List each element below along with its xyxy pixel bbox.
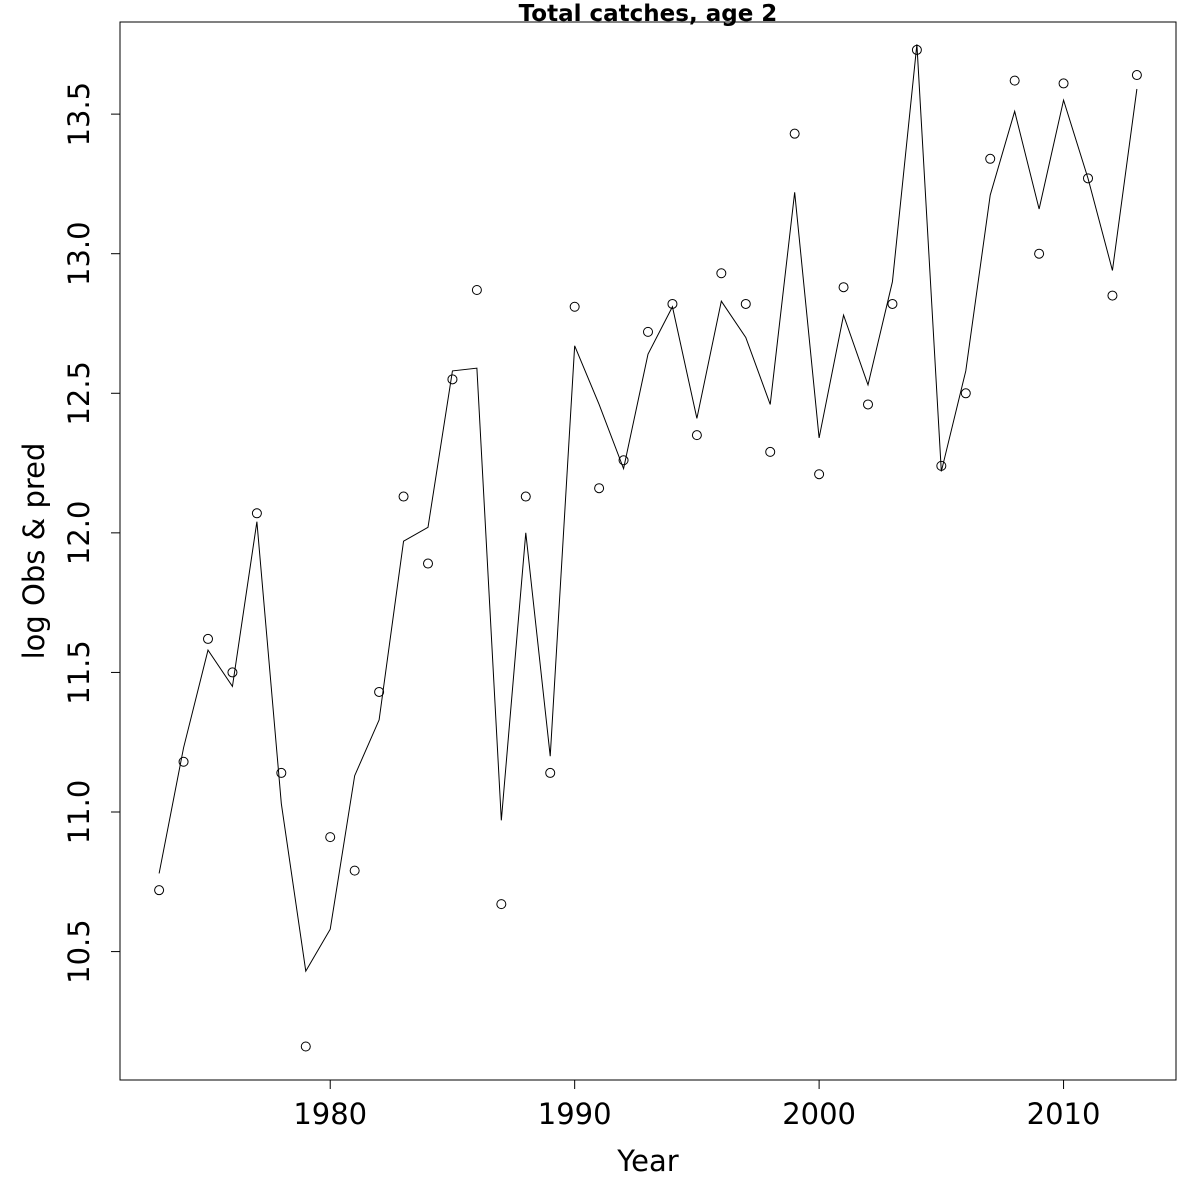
y-tick-label: 12.5 [62, 361, 96, 426]
observed-point [154, 885, 165, 896]
observed-point [863, 399, 873, 410]
observed-point [423, 558, 433, 569]
observed-point [227, 667, 238, 678]
x-tick-label: 1980 [293, 1097, 367, 1131]
x-tick-label: 1990 [538, 1097, 612, 1131]
predicted-series-line [158, 44, 1138, 973]
observed-point [349, 865, 360, 876]
observed-point [300, 1041, 311, 1052]
observed-point [936, 460, 947, 471]
observed-point [471, 284, 482, 295]
y-tick-label: 12.0 [62, 501, 96, 566]
observed-point [251, 508, 262, 519]
y-axis-label: log Obs & pred [17, 443, 51, 660]
observed-point [545, 767, 556, 778]
observed-point [1058, 78, 1069, 89]
observed-series-points [154, 44, 1142, 1052]
observed-point [1083, 173, 1093, 184]
observed-point [765, 446, 776, 457]
observed-point [814, 469, 825, 480]
observed-point [887, 298, 898, 309]
x-tick-label: 2000 [782, 1097, 856, 1131]
observed-point [1034, 248, 1045, 259]
y-tick-label: 11.0 [62, 780, 96, 845]
observed-point [398, 491, 409, 502]
y-tick-label: 11.5 [62, 640, 96, 705]
observed-point [276, 767, 287, 778]
observed-point [325, 832, 336, 843]
observed-point [838, 282, 849, 293]
observed-point [691, 430, 702, 441]
observed-point [716, 268, 727, 279]
observed-point [740, 298, 751, 309]
observed-point [960, 388, 971, 399]
y-axis: 10.5 11.0 11.5 12.0 12.5 13.0 13.5 [62, 82, 121, 984]
y-tick-label: 10.5 [62, 919, 96, 984]
observed-point [667, 298, 678, 309]
observed-point [985, 153, 996, 164]
observed-point [569, 301, 580, 312]
observed-point [203, 633, 213, 644]
observed-point [594, 483, 605, 494]
observed-point [496, 899, 507, 910]
observed-point [789, 128, 800, 139]
observed-point [643, 326, 653, 337]
observed-point [374, 686, 385, 697]
y-tick-label: 13.5 [62, 82, 96, 147]
y-tick-label: 13.0 [62, 221, 96, 286]
x-axis: 1980 1990 2000 2010 [293, 1079, 1101, 1131]
observed-point [618, 455, 629, 466]
plot-frame [119, 21, 1177, 1081]
observed-point [447, 374, 458, 385]
x-tick-label: 2010 [1027, 1097, 1101, 1131]
observed-point [178, 756, 189, 767]
observed-point [1131, 70, 1142, 81]
x-axis-label: Year [616, 1144, 678, 1178]
observed-point [911, 44, 922, 55]
observed-point [1009, 75, 1020, 86]
chart-title: Total catches, age 2 [519, 1, 778, 27]
observed-point [520, 491, 531, 502]
observed-point [1107, 290, 1118, 301]
